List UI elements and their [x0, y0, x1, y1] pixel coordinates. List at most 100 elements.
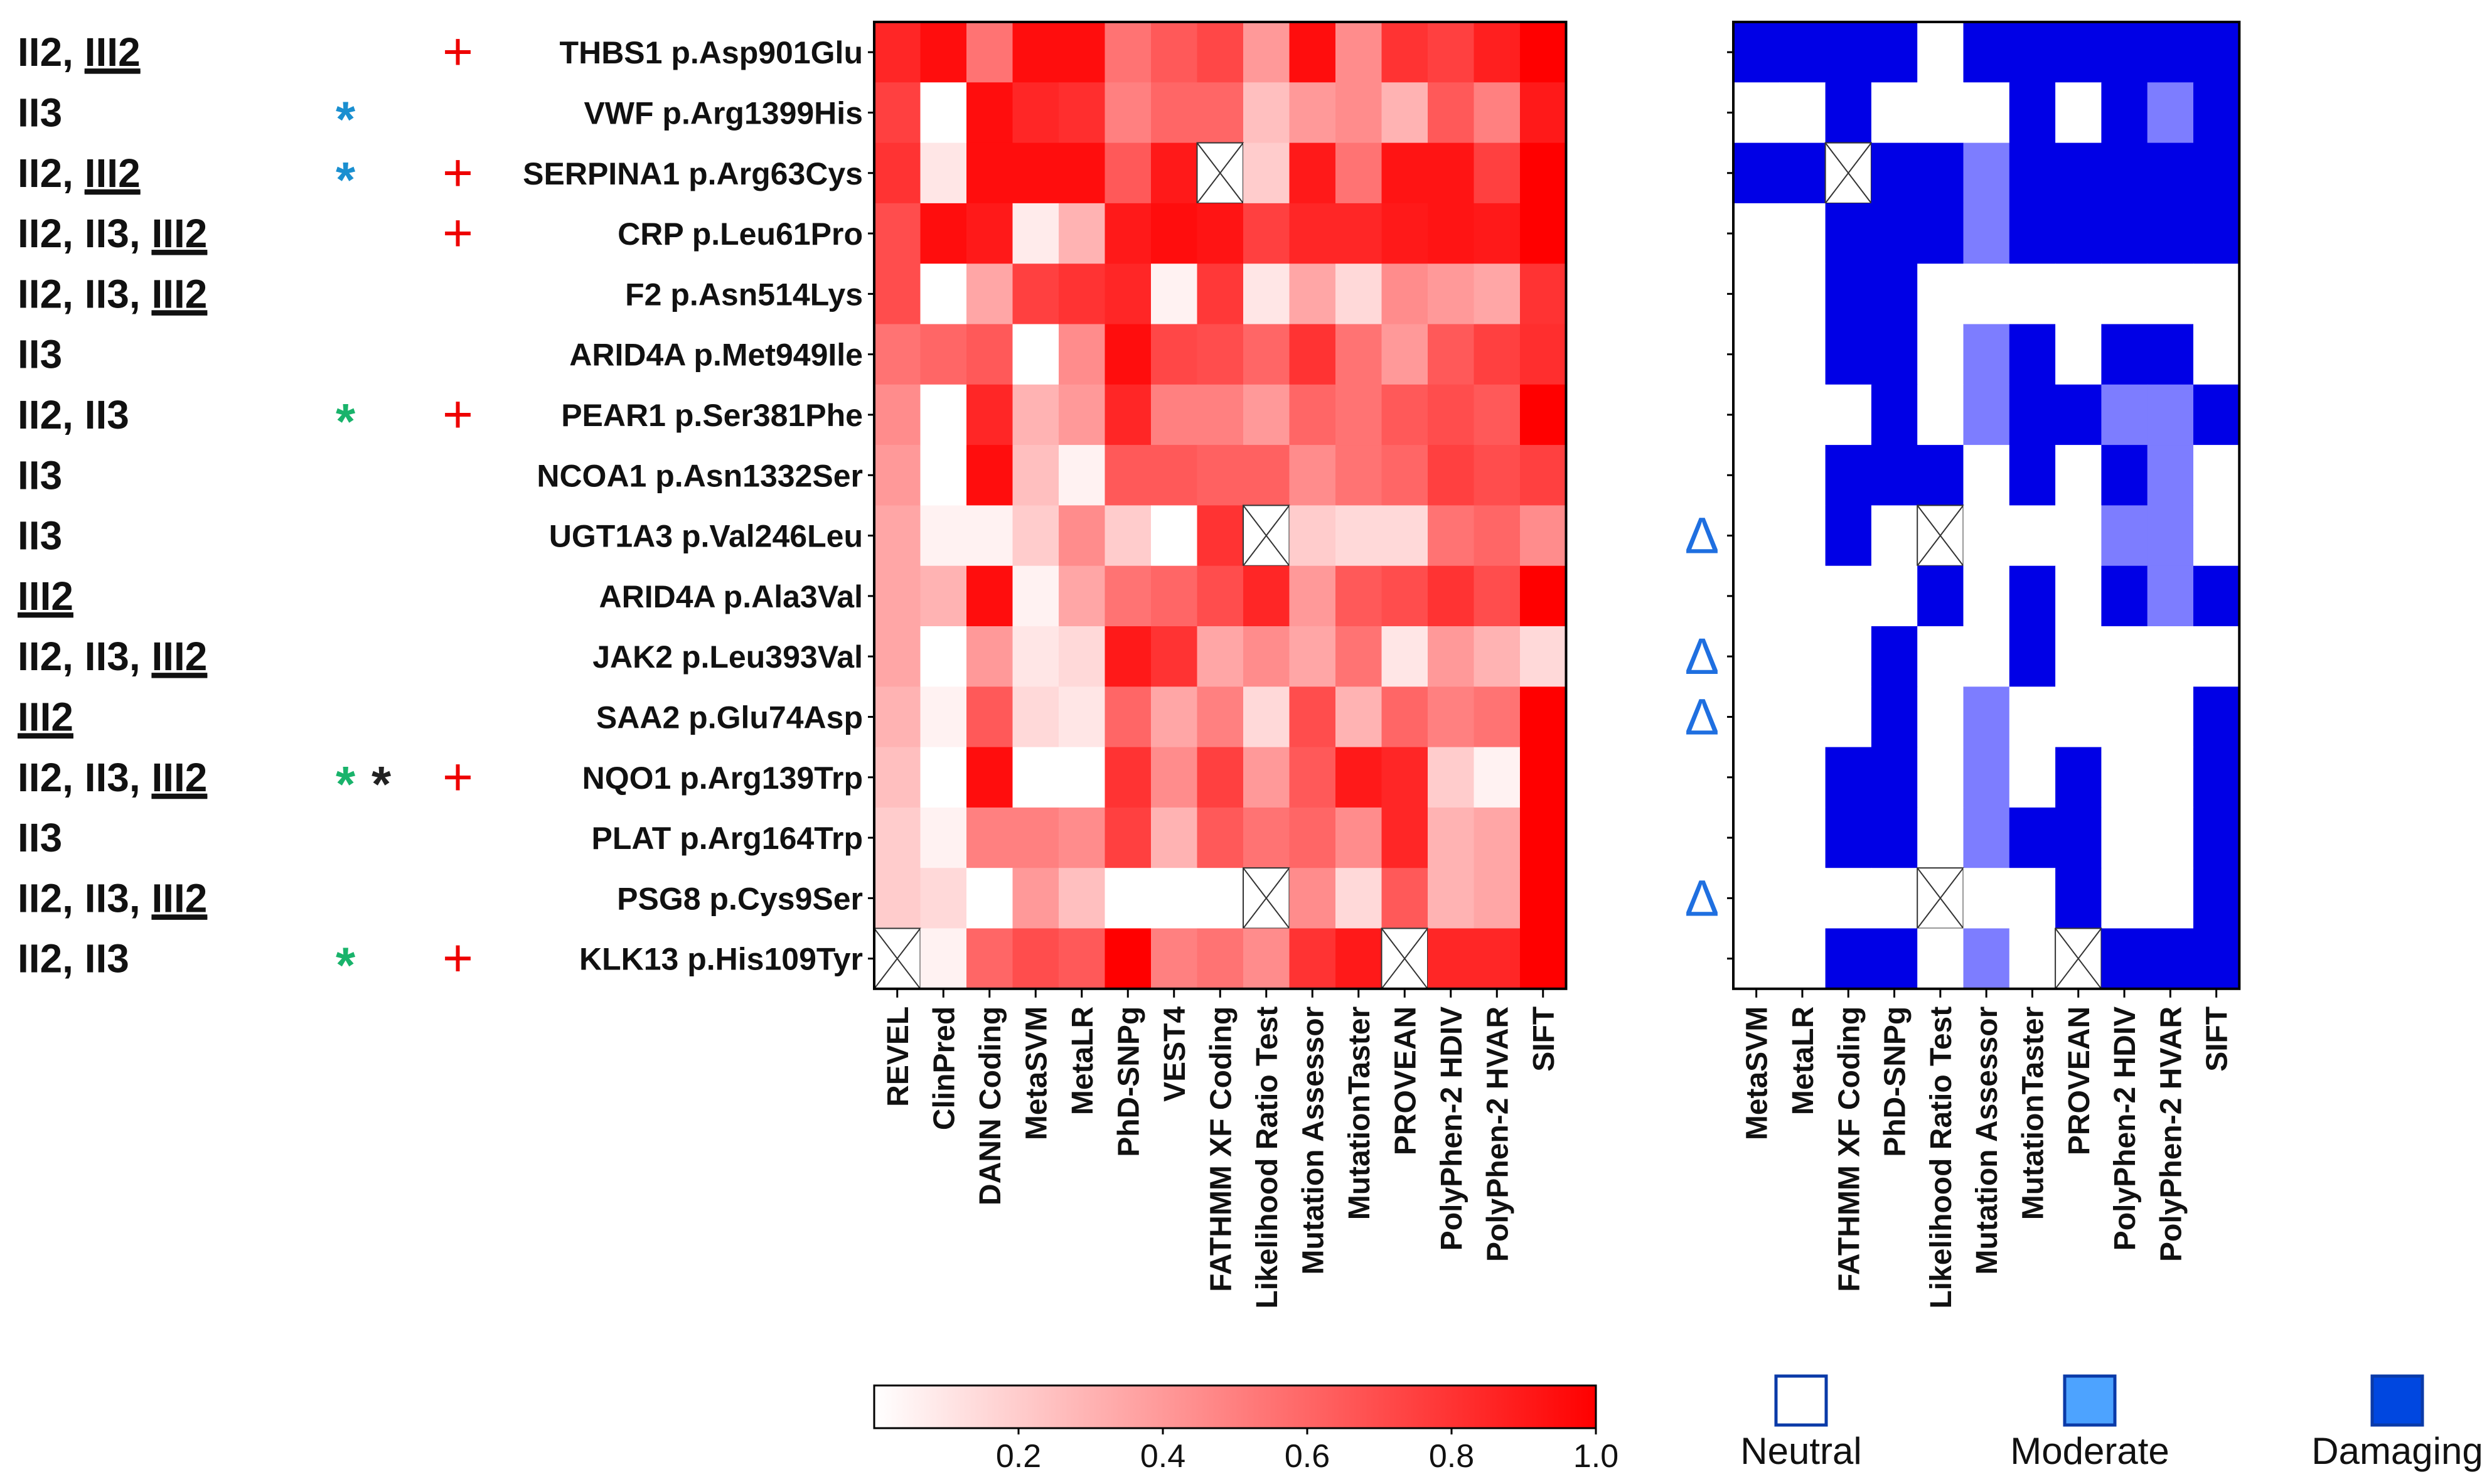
heatmap-cell	[874, 686, 921, 748]
prediction-cell	[2055, 384, 2102, 446]
heatmap-cell	[1243, 626, 1290, 687]
heatmap-cell	[1428, 626, 1475, 687]
heatmap-cell	[1012, 807, 1059, 868]
row-group-text: II2, II3,	[18, 875, 151, 921]
heatmap-cell	[1151, 445, 1198, 506]
row-group-underlined: III2	[151, 634, 207, 679]
prediction-cell	[1779, 807, 1826, 868]
prediction-cell	[1963, 22, 2010, 83]
legend-label: Damaging	[2311, 1430, 2482, 1472]
column-label: PhD-SNPg	[1879, 1006, 1912, 1157]
heatmap-cell	[1289, 82, 1336, 144]
prediction-cell	[1871, 807, 1918, 868]
prediction-cell	[1963, 686, 2010, 748]
heatmap-cell	[966, 22, 1014, 83]
heatmap-cell	[1243, 686, 1290, 748]
heatmap-cell	[874, 324, 921, 385]
heatmap-cell	[1012, 324, 1059, 385]
heatmap-cell	[1151, 384, 1198, 446]
heatmap-cell	[1105, 203, 1152, 264]
heatmap-cell	[1428, 928, 1475, 990]
heatmap-cell	[1381, 807, 1428, 868]
heatmap-cell	[966, 747, 1014, 808]
prediction-cell	[2193, 142, 2240, 204]
prediction-cell	[1963, 445, 2010, 506]
prediction-cell	[2193, 324, 2240, 385]
heatmap-cell	[1197, 505, 1244, 567]
prediction-cell	[1917, 747, 1964, 808]
row-group-label: II3	[18, 90, 62, 135]
heatmap-cell	[1012, 203, 1059, 264]
heatmap-cell	[1059, 445, 1106, 506]
heatmap-cell	[1289, 686, 1336, 748]
legend-label: Moderate	[2010, 1430, 2169, 1472]
heatmap-cell	[1105, 807, 1152, 868]
heatmap-cell	[1105, 626, 1152, 687]
row-group-underlined: III2	[85, 29, 141, 75]
heatmap-cell	[1381, 565, 1428, 627]
prediction-cell	[1963, 324, 2010, 385]
heatmap-cell	[1197, 324, 1244, 385]
heatmap-cell	[920, 142, 967, 204]
prediction-cell	[1871, 384, 1918, 446]
prediction-cell	[2101, 807, 2148, 868]
prediction-cell	[2101, 22, 2148, 83]
heatmap-cell	[1520, 868, 1567, 929]
prediction-cell	[1779, 142, 1826, 204]
variant-label: PLAT p.Arg164Trp	[592, 821, 863, 856]
heatmap-cell	[874, 384, 921, 446]
heatmap-cell	[1243, 384, 1290, 446]
heatmap-cell	[874, 264, 921, 325]
heatmap-cell	[1105, 565, 1152, 627]
heatmap-cell	[1012, 445, 1059, 506]
heatmap-cell	[1059, 384, 1106, 446]
heatmap-cell	[966, 686, 1014, 748]
prediction-cell	[1917, 82, 1964, 144]
prediction-cell	[2101, 324, 2148, 385]
heatmap-cell	[1151, 22, 1198, 83]
prediction-cell	[1871, 928, 1918, 990]
heatmap-cell	[1474, 928, 1521, 990]
heatmap-cell	[874, 505, 921, 567]
plus-marker: +	[442, 385, 473, 444]
heatmap-cell	[1474, 324, 1521, 385]
prediction-cell	[1779, 324, 1826, 385]
prediction-cell	[1871, 264, 1918, 325]
heatmap-cell	[1197, 203, 1244, 264]
heatmap-cell	[1520, 928, 1567, 990]
heatmap-cell	[1474, 203, 1521, 264]
prediction-cell	[2101, 686, 2148, 748]
prediction-cell	[2055, 565, 2102, 627]
row-group-text: II2, II3,	[18, 755, 151, 800]
heatmap-cell	[1105, 142, 1152, 204]
prediction-cell	[1733, 747, 1780, 808]
legend-swatch	[2063, 1374, 2117, 1427]
heatmap-cell	[1381, 686, 1428, 748]
heatmap-cell	[1428, 747, 1475, 808]
missing-cross	[1824, 142, 1872, 204]
heatmap-cell	[874, 203, 921, 264]
delta-marker: Δ	[1685, 628, 1720, 685]
prediction-cell	[2193, 686, 2240, 748]
variant-label: F2 p.Asn514Lys	[625, 277, 863, 312]
heatmap-cell	[966, 203, 1014, 264]
prediction-cell	[1825, 22, 1872, 83]
heatmap-cell	[1520, 82, 1567, 144]
heatmap-cell	[966, 928, 1014, 990]
heatmap-cell	[966, 82, 1014, 144]
heatmap-cell	[1012, 928, 1059, 990]
prediction-cell	[1733, 22, 1780, 83]
prediction-cell	[1963, 82, 2010, 144]
column-label: PROVEAN	[1389, 1006, 1422, 1155]
heatmap-cell	[1243, 264, 1290, 325]
significance-star: *	[336, 393, 356, 449]
heatmap-cell	[1428, 565, 1475, 627]
heatmap-cell	[1243, 445, 1290, 506]
prediction-cell	[1825, 384, 1872, 446]
heatmap-cell	[1428, 324, 1475, 385]
column-label: Mutation Assessor	[1971, 1006, 2004, 1275]
row-group-label: II2, III2	[18, 29, 141, 75]
heatmap-cell	[966, 324, 1014, 385]
heatmap-cell	[1335, 747, 1383, 808]
heatmap-cell	[1243, 142, 1290, 204]
